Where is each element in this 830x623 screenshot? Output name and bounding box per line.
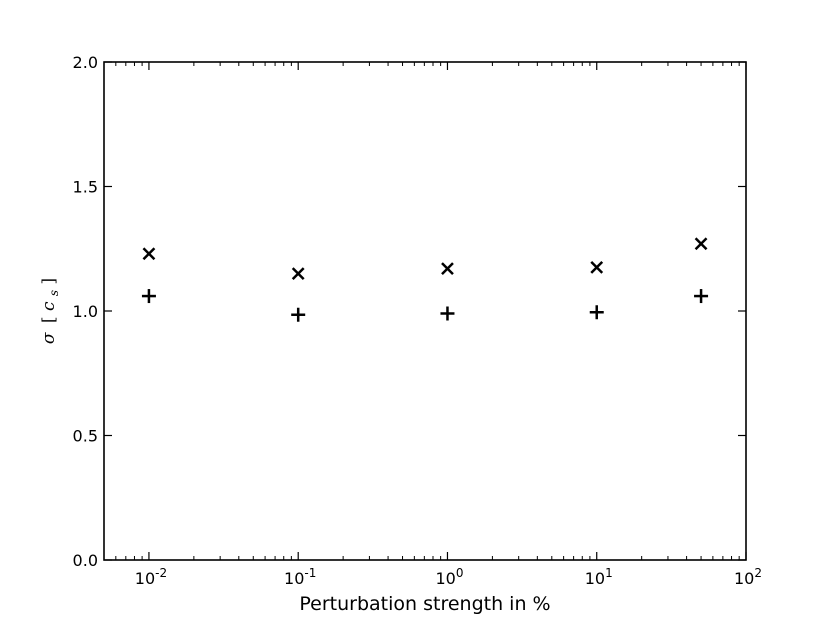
x-marker-point [142, 247, 156, 261]
y-tick-label: 0.5 [73, 427, 98, 446]
y-axis-unit-subscript: s [47, 290, 61, 296]
major-ticks [104, 61, 747, 561]
y-axis-symbol: σ [39, 332, 59, 344]
plot-frame [103, 61, 747, 561]
y-tick-label: 0.0 [73, 551, 98, 570]
y-axis-bracket-open: [ [39, 316, 59, 323]
plus-marker-point [694, 289, 709, 304]
x-tick-label: 102 [734, 566, 762, 588]
plus-marker-point [589, 305, 604, 320]
y-axis-unit: c [39, 301, 59, 311]
x-axis-title: Perturbation strength in % [299, 593, 550, 615]
x-tick-label: 10-2 [135, 566, 167, 588]
y-axis-bracket-close: ] [39, 278, 59, 285]
y-tick-labels: 0.0 0.5 1.0 1.5 2.0 [73, 53, 98, 570]
x-tick-label: 101 [585, 566, 613, 588]
y-tick-label: 1.0 [73, 302, 98, 321]
svg-text:σ [ c s: σ [ c s ] [39, 278, 63, 344]
plus-marker-point [440, 306, 455, 321]
minor-ticks [115, 62, 740, 560]
y-tick-label: 1.5 [73, 178, 98, 197]
x-marker-point [291, 267, 305, 281]
plus-marker-point [291, 307, 306, 322]
y-tick-label: 2.0 [73, 53, 98, 72]
x-marker-point [441, 262, 454, 276]
x-marker-point [694, 237, 708, 251]
y-axis-title: σ [ c s ] [39, 278, 63, 344]
data-markers [141, 237, 709, 322]
x-tick-label: 100 [435, 566, 463, 588]
x-tick-label: 10-1 [284, 566, 316, 588]
x-tick-labels: 10-2 10-1 100 101 102 [135, 566, 762, 588]
plus-marker-point [141, 289, 156, 304]
x-marker-point [590, 261, 604, 274]
